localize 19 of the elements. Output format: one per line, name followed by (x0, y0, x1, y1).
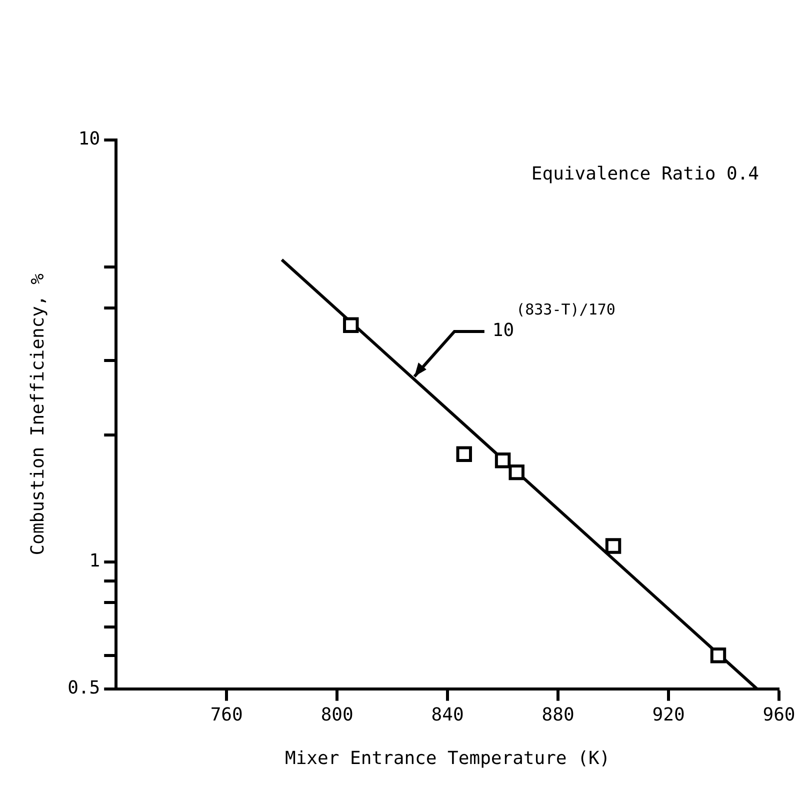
y-tick-label: 0.5 (68, 677, 100, 698)
annotation: Equivalence Ratio 0.4 (531, 164, 759, 185)
x-tick-label: 800 (320, 704, 354, 726)
x-tick-label: 920 (652, 704, 685, 726)
y-tick-label: 1 (89, 550, 100, 572)
point (605, 538, 622, 554)
y-tick-label: 10 (78, 128, 100, 150)
x-axis-title: Mixer Entrance Temperature (K) (285, 748, 610, 769)
x-tick-label: 840 (431, 704, 464, 726)
annotation: 10(833-T)/170 (492, 300, 616, 342)
x-tick-label: 960 (762, 704, 796, 726)
x-tick-label: 760 (210, 704, 243, 726)
point (494, 452, 511, 468)
point (343, 317, 359, 333)
point (710, 648, 726, 664)
x-tick-label: 880 (542, 704, 574, 726)
point (456, 446, 472, 462)
point (508, 464, 524, 480)
y-axis-title: Combustion Inefficiency, % (27, 273, 48, 556)
